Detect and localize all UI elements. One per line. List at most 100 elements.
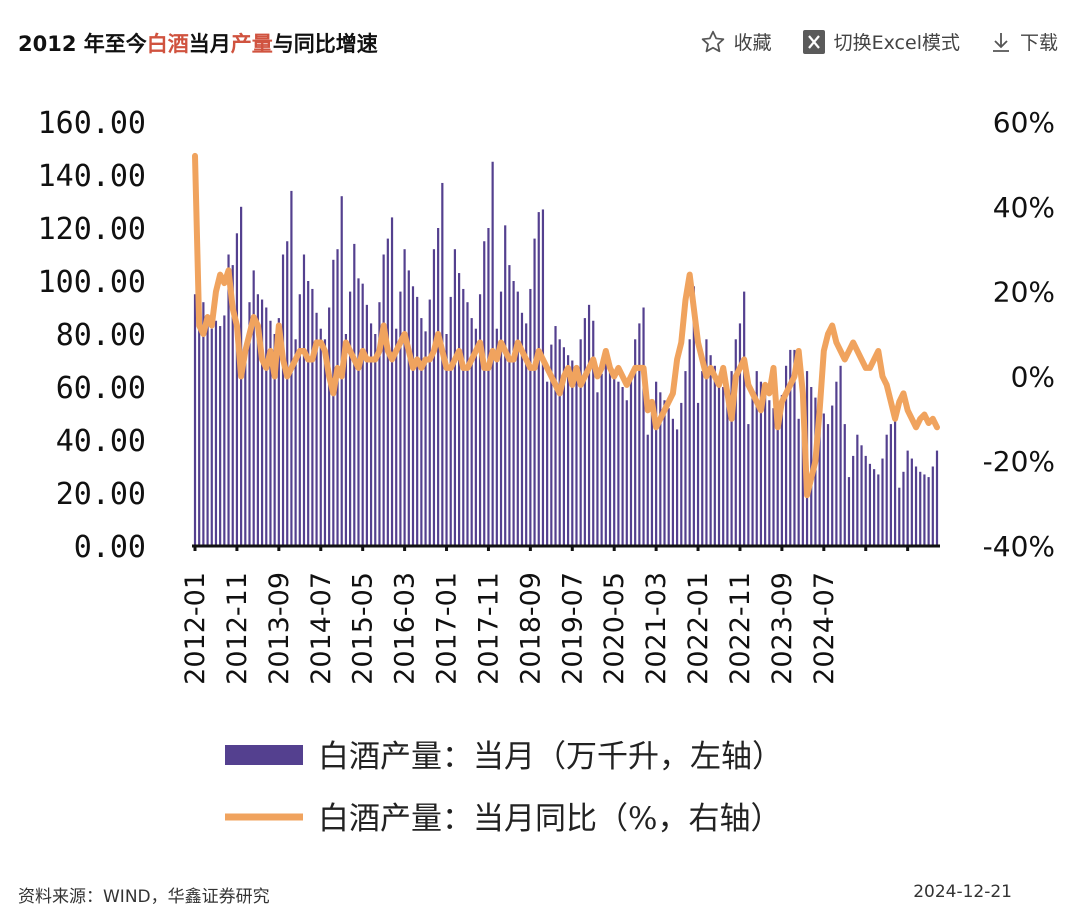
bar [604,352,607,546]
bar [504,225,507,546]
bar [860,445,863,546]
x-tick-label: 2012-01 [180,572,211,685]
bar [466,302,469,546]
bar [562,347,565,546]
bar [717,376,721,546]
bar [525,323,528,546]
right-tick-label: -20% [983,445,1055,478]
legend-bar-label: 白酒产量：当月（万千升，左轴） [318,739,783,775]
bar [449,296,452,546]
bar [764,392,767,546]
favorite-button[interactable]: 收藏 [700,28,772,55]
bar [600,373,603,546]
bar [579,339,582,546]
bar [227,254,230,546]
left-tick-label: 80.00 [56,318,146,353]
download-button[interactable]: 下载 [990,28,1058,55]
bar [420,318,423,546]
bar [487,228,490,546]
bar [390,217,394,546]
bar [386,238,389,546]
star-icon [701,30,724,52]
bar [332,259,335,546]
bar [768,400,771,546]
bar [730,371,733,546]
bar [881,458,884,546]
bar [437,228,440,546]
bar [793,349,796,546]
source-note: 资料来源：WIND，华鑫证券研究 [18,887,270,907]
bar [529,288,532,546]
bar [919,471,922,546]
left-tick-label: 100.00 [38,265,146,300]
left-tick-label: 40.00 [56,424,146,459]
bar [617,381,620,546]
bar [571,360,574,546]
bar [269,320,272,546]
bar [621,387,624,546]
bar [462,288,465,546]
bar [927,477,930,546]
bar [357,278,360,546]
bar [642,307,645,546]
x-tick-label: 2015-05 [348,572,379,685]
bar [680,402,683,546]
bar [210,328,213,546]
bar [550,344,553,546]
bar [797,418,800,546]
bar [696,402,700,546]
bar [910,458,913,546]
bar [726,397,729,546]
x-tick-label: 2014-07 [306,572,337,685]
bar [646,434,649,546]
bar [655,381,658,546]
bar [206,323,209,546]
bar [772,408,775,546]
bar [546,381,549,546]
excel-mode-button[interactable]: 切换Excel模式 [802,28,960,55]
right-tick-label: -40% [983,530,1055,563]
favorite-label: 收藏 [733,32,772,54]
bar [713,365,716,546]
x-tick-label: 2017-01 [432,572,463,685]
bar [659,392,662,546]
bar [403,249,406,546]
bar [784,365,788,546]
x-tick-label: 2022-01 [683,572,714,685]
x-tick-label: 2023-09 [767,572,798,685]
bar [893,408,897,546]
x-tick-label: 2024-07 [809,572,840,685]
bar [323,339,327,546]
bar [252,270,255,546]
bar [231,265,234,546]
bar [483,241,486,546]
bar [575,371,578,546]
bar [512,281,515,546]
bar [411,286,415,546]
bar [537,212,540,546]
bar [311,288,314,546]
bar [349,291,352,546]
bar [382,254,385,546]
bar [822,413,825,546]
bar [567,355,570,546]
bar [458,273,461,546]
bar [592,320,595,546]
bar [328,307,331,546]
bar [416,296,419,546]
bar [818,408,821,546]
bar [470,318,473,546]
bar [286,241,289,546]
title-part-5: 与同比增速 [272,32,378,56]
x-tick-label: 2018-09 [515,572,546,685]
bar [260,299,264,546]
left-tick-label: 0.00 [74,530,146,565]
download-icon [992,32,1009,52]
bar [734,339,737,546]
bar [256,294,259,546]
bar [428,299,431,546]
left-axis: 0.00 20.00 40.00 60.00 80.00 100.00 120.00 140.… [38,106,146,565]
bar [424,331,427,546]
x-tick-label: 2012-11 [222,572,253,685]
x-tick-label: 2013-09 [264,572,295,685]
